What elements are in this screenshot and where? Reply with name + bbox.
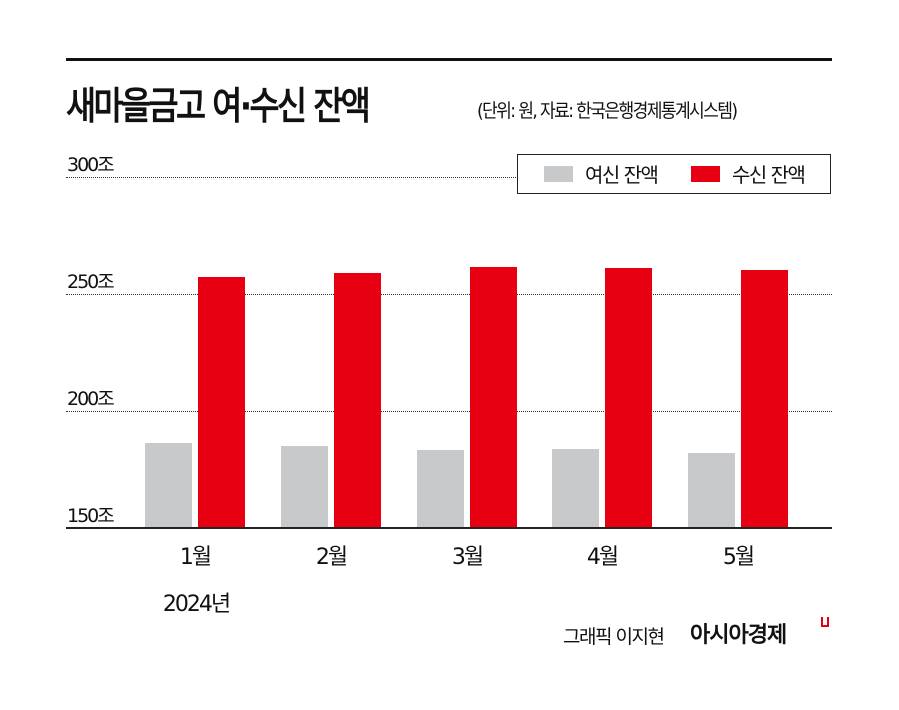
legend-label: 여신 잔액	[585, 163, 659, 187]
legend-item-deposits: 수신 잔액	[691, 155, 806, 192]
x-tick-label: 1월	[179, 545, 212, 570]
bar-deposits-5	[741, 269, 788, 528]
brand-logo: 아시아경제	[690, 623, 787, 648]
x-tick-label: 5월	[722, 545, 755, 570]
bar-deposits-2	[334, 272, 381, 528]
gridline-200	[66, 411, 832, 412]
gridline-250	[66, 294, 832, 295]
x-tick-label: 3월	[451, 545, 484, 570]
legend-item-loans: 여신 잔액	[544, 155, 659, 192]
bar-loans-5	[688, 453, 735, 528]
bar-deposits-4	[605, 268, 652, 528]
legend: 여신 잔액 수신 잔액	[517, 154, 831, 194]
y-tick-label: 300조	[67, 154, 115, 176]
bar-loans-3	[417, 450, 464, 528]
title-row: 새마을금고 여·수신 잔액	[66, 70, 418, 130]
top-rule	[66, 58, 832, 61]
chart-title: 새마을금고 여·수신 잔액	[66, 84, 371, 128]
bar-loans-1	[145, 443, 192, 528]
bar-deposits-3	[470, 267, 517, 528]
x-year-label: 2024년	[162, 592, 231, 617]
x-tick-label: 4월	[586, 545, 619, 570]
x-tick-label: 2월	[315, 545, 348, 570]
graphic-credit: 그래픽 이지현	[563, 626, 665, 648]
bar-deposits-1	[198, 276, 245, 528]
y-tick-label: 150조	[67, 505, 115, 527]
gridline-300	[66, 177, 516, 178]
legend-swatch-gray	[544, 165, 573, 182]
legend-label: 수신 잔액	[732, 163, 806, 187]
chart-subtitle: (단위: 원, 자료: 한국은행경제통계시스템)	[477, 100, 738, 122]
brand-mark-icon	[821, 617, 829, 627]
x-axis-line	[66, 527, 832, 529]
bar-loans-2	[281, 446, 328, 528]
bar-loans-4	[552, 448, 599, 528]
y-tick-label: 250조	[67, 271, 115, 293]
y-tick-label: 200조	[67, 388, 115, 410]
legend-swatch-red	[691, 165, 720, 182]
